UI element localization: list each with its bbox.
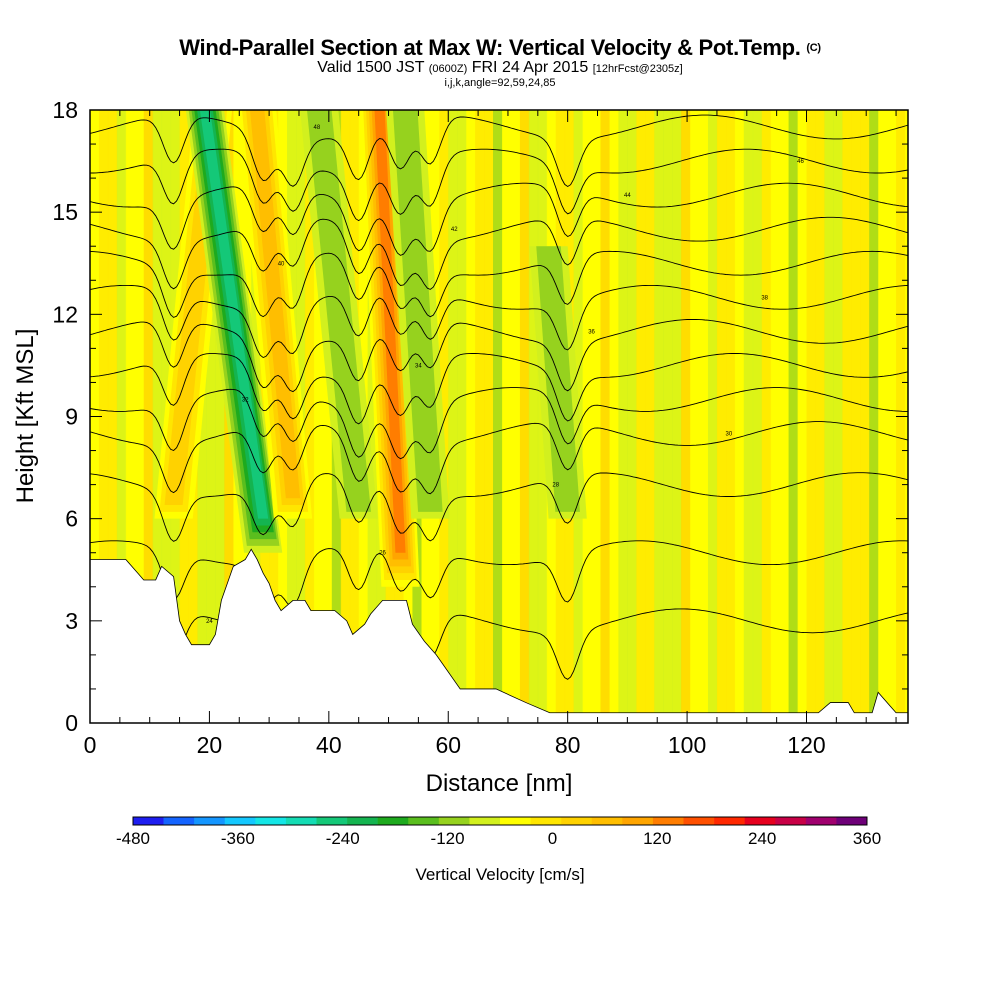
field-cell	[735, 110, 744, 723]
colorbar-swatch	[469, 817, 500, 825]
field-cell	[475, 110, 484, 723]
colorbar-swatch	[439, 817, 470, 825]
y-tick-label: 0	[65, 710, 78, 736]
colorbar-tick-label: -120	[431, 829, 465, 848]
field-cell	[601, 110, 610, 723]
colorbar-swatch	[347, 817, 378, 825]
colorbar: -480 -360 -240 -120 0 120 240 360	[116, 817, 881, 848]
x-tick-label: 120	[787, 732, 825, 758]
x-axis-label: Distance [nm]	[426, 770, 573, 797]
contour-label: 48	[314, 125, 321, 131]
field-cell	[618, 110, 627, 723]
field-cell	[887, 110, 896, 723]
field-cell	[798, 110, 807, 723]
y-tick-label: 3	[65, 608, 78, 634]
colorbar-swatch	[653, 817, 684, 825]
field-cell	[627, 110, 636, 723]
colorbar-tick-label: 360	[853, 829, 881, 848]
contour-label: 28	[552, 483, 559, 489]
colorbar-swatch	[500, 817, 531, 825]
contour-label: 42	[451, 227, 458, 233]
field-cell	[771, 110, 780, 723]
contour-label: 30	[726, 432, 733, 438]
colorbar-tick-label: 0	[548, 829, 557, 848]
colorbar-swatch	[592, 817, 623, 825]
cross-section-chart: 24262830323436384042444648 0 20 40 60 80 100 1…	[0, 0, 1000, 1000]
colorbar-swatch	[836, 817, 867, 825]
colorbar-swatch	[317, 817, 348, 825]
colorbar-swatch	[133, 817, 164, 825]
field-cell	[502, 110, 511, 723]
colorbar-swatch	[714, 817, 745, 825]
colorbar-tick-label: -360	[221, 829, 255, 848]
colorbar-swatch	[225, 817, 256, 825]
colorbar-swatch	[194, 817, 225, 825]
colorbar-tick-label: -240	[326, 829, 360, 848]
colorbar-tick-label: 120	[643, 829, 671, 848]
field-cell	[708, 110, 717, 723]
colorbar-swatch	[378, 817, 409, 825]
field-cell	[493, 110, 502, 723]
field-cell	[851, 110, 860, 723]
field-cell	[672, 110, 681, 723]
colorbar-tick-label: -480	[116, 829, 150, 848]
field-cell	[484, 110, 493, 723]
field-cell	[636, 110, 645, 723]
field-cell	[592, 110, 601, 723]
field-cell	[806, 110, 815, 723]
field-cell	[699, 110, 708, 723]
colorbar-swatch	[164, 817, 195, 825]
x-tick-label: 80	[555, 732, 581, 758]
colorbar-swatch	[531, 817, 562, 825]
x-tick-label: 40	[316, 732, 342, 758]
field-cell	[663, 110, 672, 723]
colorbar-swatch	[806, 817, 837, 825]
contour-label: 26	[379, 551, 386, 557]
x-tick-label: 0	[84, 732, 97, 758]
y-tick-label: 9	[65, 404, 78, 430]
field-cell	[654, 110, 663, 723]
colorbar-swatch	[408, 817, 439, 825]
y-tick-label: 15	[52, 199, 78, 225]
field-cell	[645, 110, 654, 723]
colorbar-label: Vertical Velocity [cm/s]	[415, 865, 584, 884]
contour-label: 44	[624, 193, 631, 199]
colorbar-swatch	[286, 817, 317, 825]
contour-label: 32	[242, 397, 249, 403]
x-tick-label: 60	[435, 732, 461, 758]
field-cell	[860, 110, 869, 723]
field-cell	[726, 110, 735, 723]
field-cell	[753, 110, 762, 723]
contour-label: 40	[278, 261, 285, 267]
colorbar-swatch	[622, 817, 653, 825]
colorbar-swatch	[684, 817, 715, 825]
field-cell	[744, 110, 753, 723]
field-cell	[815, 110, 824, 723]
x-tick-label: 20	[197, 732, 223, 758]
field-cell	[717, 110, 726, 723]
field-cell	[842, 110, 851, 723]
contour-label: 24	[206, 619, 213, 625]
field-cell	[466, 110, 475, 723]
y-tick-label: 12	[52, 301, 78, 327]
contour-label: 34	[415, 363, 422, 369]
field-cell	[681, 110, 690, 723]
y-tick-label: 6	[65, 506, 78, 532]
colorbar-swatch	[561, 817, 592, 825]
colorbar-tick-label: 240	[748, 829, 776, 848]
y-tick-label: 18	[52, 97, 78, 123]
field-cell	[511, 110, 520, 723]
colorbar-swatch	[745, 817, 776, 825]
x-tick-label: 100	[668, 732, 706, 758]
field-cell	[762, 110, 771, 723]
contour-label: 36	[588, 329, 595, 335]
contour-label: 38	[761, 295, 768, 301]
contour-label: 46	[797, 159, 804, 165]
colorbar-swatch	[255, 817, 286, 825]
y-axis-label: Height [Kft MSL]	[12, 329, 39, 504]
colorbar-swatch	[775, 817, 806, 825]
field-cell	[529, 110, 538, 723]
field-cell	[457, 110, 466, 723]
